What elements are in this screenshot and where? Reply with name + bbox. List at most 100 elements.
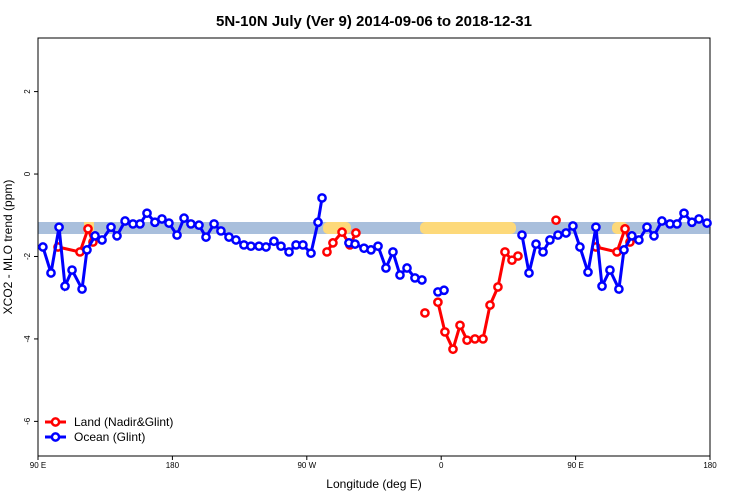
point <box>439 285 449 296</box>
point <box>261 242 271 252</box>
x-tick-label: 0 <box>439 461 444 470</box>
point <box>672 219 682 229</box>
point <box>77 284 87 294</box>
point <box>524 268 534 278</box>
point <box>142 208 152 219</box>
point <box>317 193 327 203</box>
point <box>485 300 495 310</box>
point <box>90 231 100 241</box>
point <box>216 226 226 236</box>
y-axis-label: XCO2 - MLO trend (ppm) <box>1 180 15 315</box>
point <box>433 297 443 308</box>
point <box>513 251 523 261</box>
point <box>209 219 219 229</box>
x-tick-label: 90 E <box>30 461 46 470</box>
point <box>591 222 601 233</box>
point <box>619 245 629 255</box>
point <box>420 308 430 318</box>
point <box>568 221 578 231</box>
y-tick-label: 0 <box>23 171 32 176</box>
point <box>67 265 77 275</box>
point <box>186 219 196 229</box>
point <box>269 236 279 247</box>
point <box>614 284 624 294</box>
x-tick-label: 90 E <box>567 461 583 470</box>
point <box>470 334 480 344</box>
point <box>395 270 405 280</box>
point <box>83 224 93 234</box>
point <box>551 215 561 226</box>
point <box>500 247 510 257</box>
point <box>54 222 64 233</box>
point <box>112 231 122 241</box>
y-tick-label: -4 <box>23 335 32 343</box>
point <box>627 231 637 241</box>
point <box>246 241 256 252</box>
point <box>531 239 541 249</box>
point <box>157 214 167 224</box>
point <box>694 214 704 224</box>
point <box>120 216 130 226</box>
x-tick-label: 180 <box>166 461 180 470</box>
point <box>657 216 667 226</box>
point <box>179 213 189 223</box>
surface-band <box>38 222 710 234</box>
point <box>493 282 503 292</box>
point <box>351 228 361 238</box>
legend-label: Land (Nadir&Glint) <box>74 415 173 429</box>
y-tick-label: 2 <box>23 89 32 94</box>
legend-marker <box>50 417 61 427</box>
point <box>388 247 398 257</box>
point <box>350 239 360 249</box>
point <box>164 218 174 228</box>
point <box>381 263 391 273</box>
y-tick-label: -2 <box>23 252 32 260</box>
x-tick-label: 90 W <box>297 461 316 470</box>
x-tick-label: 180 <box>703 461 717 470</box>
point <box>538 247 548 257</box>
point <box>517 230 527 240</box>
point <box>642 222 652 233</box>
point <box>97 235 107 245</box>
chart-title: 5N-10N July (Ver 9) 2014-09-06 to 2018-1… <box>216 13 532 30</box>
point <box>402 263 412 273</box>
point <box>38 242 48 252</box>
point <box>60 281 70 292</box>
point <box>337 227 347 238</box>
point <box>306 248 316 259</box>
point <box>135 219 145 229</box>
point <box>106 222 116 233</box>
point <box>231 235 241 245</box>
point <box>679 208 689 219</box>
point <box>478 334 488 344</box>
legend-marker <box>50 432 61 442</box>
point <box>313 217 323 228</box>
point <box>575 242 585 252</box>
point <box>649 231 659 241</box>
series-line <box>436 248 519 354</box>
y-tick-label: -6 <box>23 417 32 425</box>
point <box>440 327 450 337</box>
point <box>634 235 644 245</box>
plot-frame <box>37 37 711 457</box>
point <box>597 281 607 292</box>
point <box>545 235 555 245</box>
point <box>702 218 712 228</box>
legend-label: Ocean (Glint) <box>74 430 145 444</box>
point <box>172 230 182 240</box>
point <box>553 230 563 240</box>
point <box>194 220 204 231</box>
point <box>328 238 338 248</box>
point <box>455 320 465 331</box>
point <box>298 240 308 250</box>
point <box>605 265 615 275</box>
point <box>417 275 427 285</box>
point <box>201 232 211 242</box>
point <box>373 241 383 252</box>
point <box>82 245 92 255</box>
point <box>366 245 376 255</box>
point <box>561 228 571 238</box>
point <box>583 267 593 277</box>
point <box>322 247 332 257</box>
